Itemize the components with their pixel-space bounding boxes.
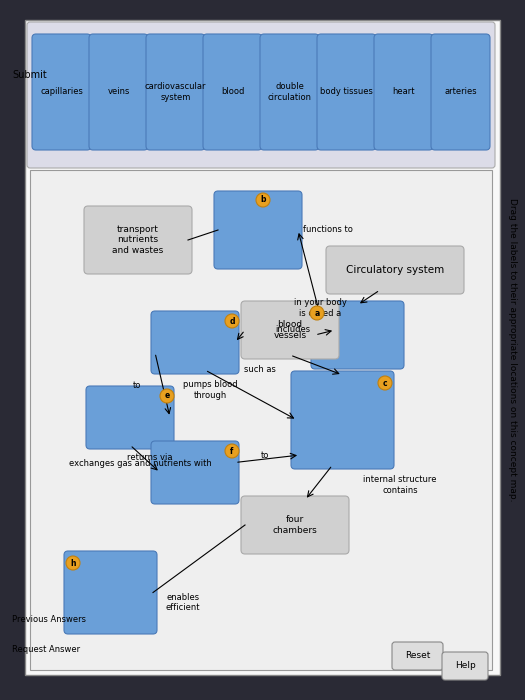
FancyBboxPatch shape: [241, 496, 349, 554]
Text: Reset: Reset: [405, 652, 430, 661]
Text: Previous Answers: Previous Answers: [12, 615, 86, 624]
Text: veins: veins: [107, 88, 130, 97]
Text: Help: Help: [455, 662, 475, 671]
FancyBboxPatch shape: [260, 34, 319, 150]
Text: such as: such as: [244, 365, 276, 375]
Text: b: b: [260, 195, 266, 204]
Text: pumps blood
through: pumps blood through: [183, 380, 237, 400]
FancyBboxPatch shape: [392, 642, 443, 670]
Text: capillaries: capillaries: [40, 88, 83, 97]
FancyBboxPatch shape: [311, 301, 404, 369]
Text: returns via: returns via: [127, 452, 173, 461]
Text: in your body
is called a: in your body is called a: [293, 298, 346, 318]
FancyBboxPatch shape: [374, 34, 433, 150]
FancyBboxPatch shape: [27, 22, 495, 168]
Text: Circulatory system: Circulatory system: [346, 265, 444, 275]
Text: c: c: [383, 379, 387, 388]
Circle shape: [256, 193, 270, 207]
FancyBboxPatch shape: [30, 170, 492, 670]
FancyBboxPatch shape: [317, 34, 376, 150]
Circle shape: [225, 444, 239, 458]
Text: f: f: [230, 447, 234, 456]
Text: Submit: Submit: [12, 70, 47, 80]
FancyBboxPatch shape: [86, 386, 174, 449]
FancyBboxPatch shape: [241, 301, 339, 359]
FancyBboxPatch shape: [84, 206, 192, 274]
Text: arteries: arteries: [444, 88, 477, 97]
Text: to: to: [133, 381, 141, 389]
Text: e: e: [164, 391, 170, 400]
Text: h: h: [70, 559, 76, 568]
FancyBboxPatch shape: [151, 311, 239, 374]
Text: transport
nutrients
and wastes: transport nutrients and wastes: [112, 225, 164, 255]
Text: functions to: functions to: [303, 225, 353, 234]
FancyBboxPatch shape: [291, 371, 394, 469]
Circle shape: [160, 389, 174, 403]
FancyBboxPatch shape: [25, 20, 500, 675]
Circle shape: [310, 306, 324, 320]
FancyBboxPatch shape: [214, 191, 302, 269]
FancyBboxPatch shape: [442, 652, 488, 680]
Text: heart: heart: [392, 88, 415, 97]
FancyBboxPatch shape: [203, 34, 262, 150]
Circle shape: [378, 376, 392, 390]
FancyBboxPatch shape: [326, 246, 464, 294]
Text: cardiovascular
system: cardiovascular system: [145, 83, 206, 102]
Text: exchanges gas and nutrients with: exchanges gas and nutrients with: [69, 458, 212, 468]
Text: double
circulation: double circulation: [268, 83, 311, 102]
Text: a: a: [314, 309, 320, 318]
FancyBboxPatch shape: [89, 34, 148, 150]
Text: enables
efficient: enables efficient: [166, 593, 200, 612]
Text: to: to: [261, 451, 269, 459]
Text: blood
vessels: blood vessels: [274, 321, 307, 340]
Text: blood: blood: [221, 88, 244, 97]
FancyBboxPatch shape: [151, 441, 239, 504]
Circle shape: [225, 314, 239, 328]
Text: four
chambers: four chambers: [272, 515, 318, 535]
FancyBboxPatch shape: [64, 551, 157, 634]
FancyBboxPatch shape: [32, 34, 91, 150]
Text: Request Answer: Request Answer: [12, 645, 80, 654]
Text: d: d: [229, 316, 235, 326]
Text: body tissues: body tissues: [320, 88, 373, 97]
Text: Drag the labels to their appropriate locations on this concept map.: Drag the labels to their appropriate loc…: [508, 198, 517, 502]
Circle shape: [66, 556, 80, 570]
FancyBboxPatch shape: [146, 34, 205, 150]
FancyBboxPatch shape: [431, 34, 490, 150]
Text: internal structure
contains: internal structure contains: [363, 475, 437, 495]
Text: includes: includes: [276, 326, 311, 335]
